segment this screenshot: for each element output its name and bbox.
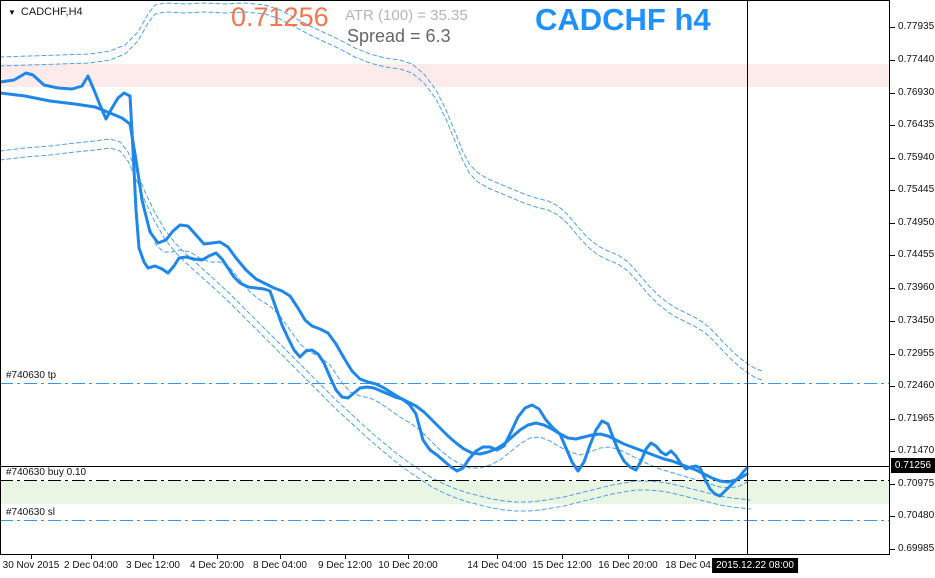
price-axis-tick: 0.73960 bbox=[898, 281, 935, 293]
time-axis-tick: 30 Nov 2015 bbox=[2, 560, 60, 571]
price-axis-tick: 0.73450 bbox=[898, 315, 935, 327]
symbol-period-label: CADCHF,H4 bbox=[20, 6, 83, 18]
time-axis-tick: 16 Dec 20:00 bbox=[598, 560, 658, 571]
sl-line-label[interactable]: #740630 sl bbox=[6, 507, 55, 519]
price-axis-tick: 0.71470 bbox=[898, 445, 935, 457]
price-axis-tick: 0.70480 bbox=[898, 510, 935, 522]
price-axis-tick: 0.72955 bbox=[898, 347, 935, 359]
price-axis-tick: 0.74455 bbox=[898, 249, 935, 261]
price-axis-tick: 0.70975 bbox=[898, 477, 935, 489]
price-axis-tick: 0.75940 bbox=[898, 151, 935, 163]
price-axis-tick: 0.75445 bbox=[898, 184, 935, 196]
time-axis-tick: 15 Dec 12:00 bbox=[532, 560, 592, 571]
cursor-time-box: 2015.12.22 08:00 bbox=[712, 558, 798, 573]
price-axis-tick: 0.72460 bbox=[898, 380, 935, 392]
dropdown-arrow-icon: ▼ bbox=[8, 8, 16, 17]
chart-watermark-title: CADCHF h4 bbox=[535, 2, 711, 37]
price-axis-tick: 0.76435 bbox=[898, 119, 935, 131]
time-axis-tick: 10 Dec 20:00 bbox=[378, 560, 438, 571]
tp-line-label[interactable]: #740630 tp bbox=[6, 369, 57, 381]
price-axis-tick: 0.69985 bbox=[898, 542, 935, 554]
price-axis-tick: 0.77935 bbox=[898, 21, 935, 32]
price-axis-tick: 0.74950 bbox=[898, 216, 935, 228]
buy-line-label[interactable]: #740630 buy 0.10 bbox=[6, 466, 87, 478]
current-price-box: 0.71256 bbox=[891, 457, 935, 473]
time-axis-tick: 8 Dec 04:00 bbox=[253, 560, 307, 571]
price-axis-tick: 0.76930 bbox=[898, 86, 935, 98]
time-axis-tick: 3 Dec 12:00 bbox=[126, 560, 180, 571]
time-axis-tick: 9 Dec 12:00 bbox=[318, 560, 372, 571]
atr-indicator-label: ATR (100) = 35.35 bbox=[345, 7, 468, 24]
symbol-period-selector[interactable]: ▼ CADCHF,H4 bbox=[8, 6, 83, 18]
time-axis-tick: 18 Dec 04:00 bbox=[665, 560, 725, 571]
price-axis-tick: 0.77440 bbox=[898, 53, 935, 65]
current-price-readout: 0.71256 bbox=[231, 2, 329, 32]
spread-indicator-label: Spread = 6.3 bbox=[347, 26, 451, 46]
time-axis-tick: 14 Dec 04:00 bbox=[467, 560, 527, 571]
time-axis-tick: 2 Dec 04:00 bbox=[64, 560, 118, 571]
time-axis-tick: 4 Dec 20:00 bbox=[190, 560, 244, 571]
price-axis-tick: 0.71965 bbox=[898, 412, 935, 424]
